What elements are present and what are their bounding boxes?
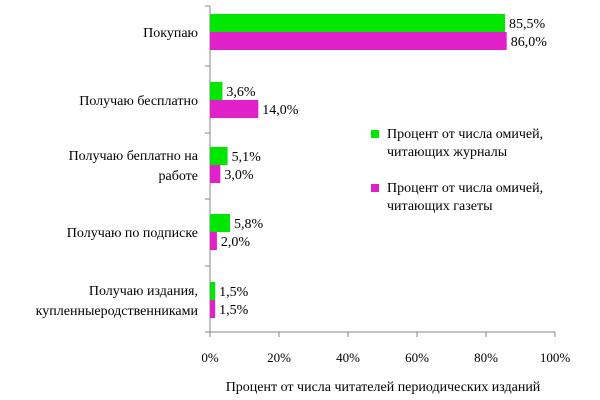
x-tick-label: 60%	[405, 350, 429, 365]
x-tick-label: 20%	[267, 350, 291, 365]
x-tick-label: 80%	[474, 350, 498, 365]
legend-label-magazines: Процент от числа омичей, читающих журналы	[387, 127, 543, 160]
value-label: 2,0%	[221, 235, 251, 250]
bar-newspapers	[210, 232, 217, 250]
category-label: Получаю издания, купленныеродственниками	[36, 284, 199, 319]
value-label: 5,8%	[234, 217, 264, 232]
value-label: 1,5%	[219, 303, 249, 318]
x-tick-label: 0%	[201, 350, 219, 365]
bar-newspapers	[210, 300, 216, 318]
bar-newspapers	[210, 32, 507, 50]
value-label: 3,6%	[226, 85, 256, 100]
bar-magazines	[210, 147, 228, 165]
value-labels: 85,5% 3,6% 5,1% 5,8% 1,5% 86,0% 14,0% 3,0% 2,0% 1…	[219, 17, 547, 318]
legend-label-newspapers: Процент от числа омичей, читающих газеты	[387, 181, 543, 214]
value-label: 86,0%	[511, 35, 548, 50]
bars	[210, 14, 507, 318]
bar-magazines	[210, 14, 505, 32]
x-axis-title: Процент от числа читателей периодических…	[226, 380, 541, 395]
bar-newspapers	[210, 165, 221, 183]
category-label: Покупаю	[143, 26, 198, 41]
axes	[205, 5, 556, 337]
value-label: 1,5%	[219, 285, 249, 300]
x-tick-label: 100%	[540, 350, 571, 365]
category-label: Получаю беплатно на работе	[69, 149, 199, 184]
value-label: 85,5%	[509, 17, 545, 32]
category-label: Получаю по подписке	[67, 226, 198, 241]
legend: Процент от числа омичей, читающих журналы…	[371, 127, 543, 214]
bar-newspapers	[210, 100, 259, 118]
value-label: 5,1%	[232, 150, 262, 165]
bar-magazines	[210, 214, 231, 232]
x-tick-label: 40%	[336, 350, 360, 365]
x-tick-labels: 0% 20% 40% 60% 80% 100%	[201, 350, 570, 365]
category-labels: Покупаю Получаю бесплатно Получаю беплатно…	[36, 26, 199, 319]
value-label: 3,0%	[224, 168, 254, 183]
legend-swatch-magazines	[371, 130, 379, 138]
bar-magazines	[210, 282, 216, 300]
legend-swatch-newspapers	[371, 184, 379, 192]
value-label: 14,0%	[262, 103, 299, 118]
category-label: Получаю бесплатно	[79, 94, 198, 109]
bar-magazines	[210, 82, 223, 100]
